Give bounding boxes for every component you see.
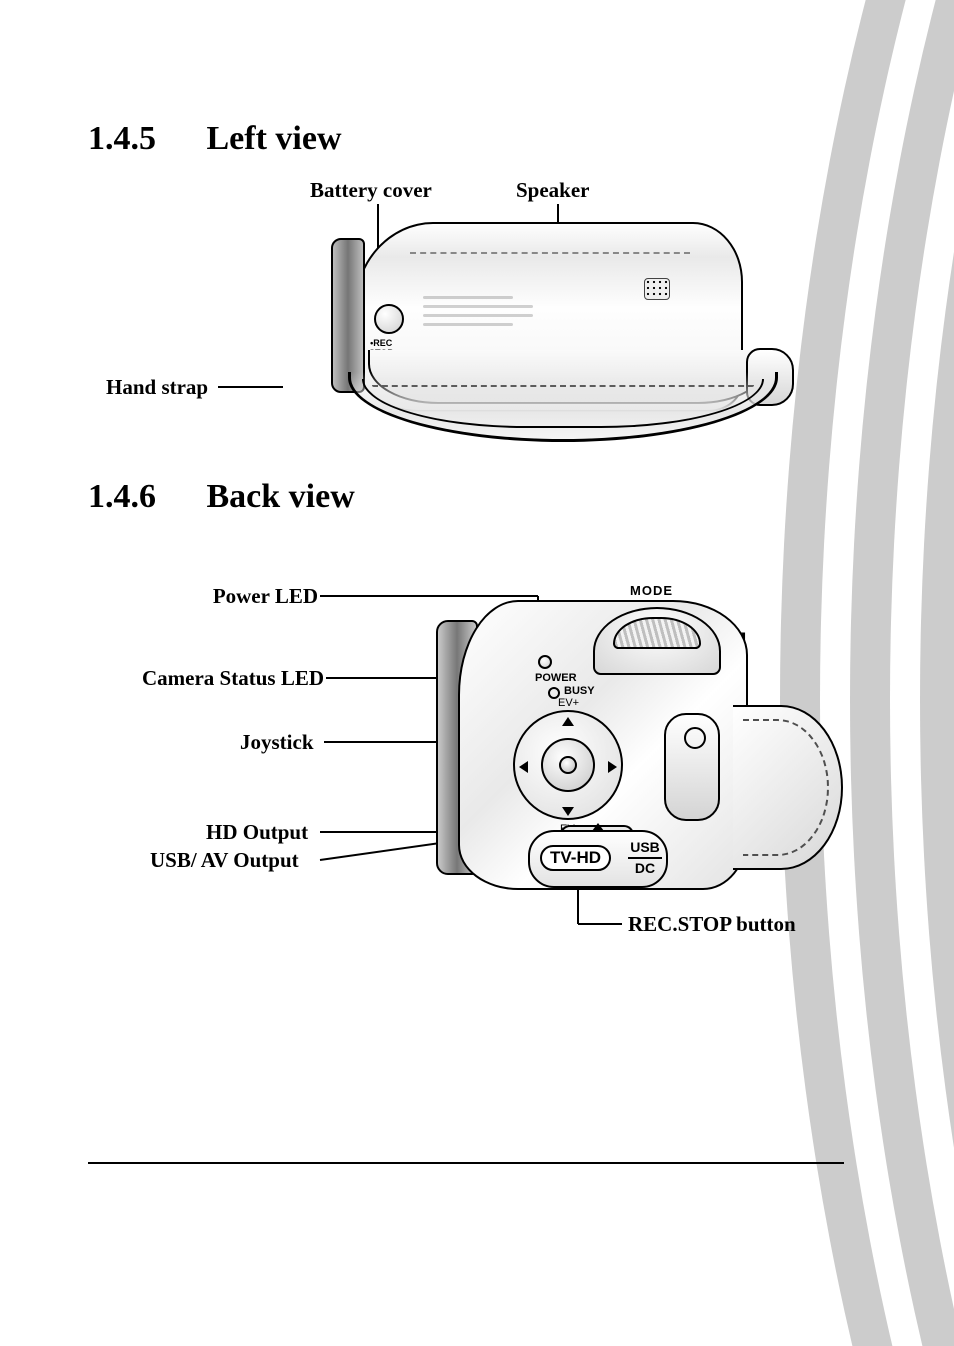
side-grille-lines <box>423 296 538 342</box>
heading-back-view: 1.4.6 Back view <box>88 478 355 516</box>
joystick-ring <box>513 710 623 820</box>
joystick-arrow-down-icon <box>562 807 574 816</box>
power-led-dot <box>538 655 552 669</box>
lcd-hinge <box>331 238 365 393</box>
label-camera-status-led: Camera Status LED <box>134 666 324 691</box>
hand-strap-back <box>733 705 843 870</box>
page-content: 1.4.5 Left view Battery cover Speaker Ha… <box>88 0 858 1346</box>
rec-stop-dot <box>374 304 404 334</box>
hand-strap <box>348 372 778 442</box>
battery-cover-seam <box>410 252 690 254</box>
rec-stop-button <box>664 713 720 821</box>
dc-marking: DC <box>635 860 655 876</box>
heading-title: Back view <box>207 478 355 516</box>
heading-number: 1.4.6 <box>88 478 198 516</box>
mode-marking: MODE <box>630 583 673 598</box>
label-joystick: Joystick <box>240 730 314 755</box>
footer-rule <box>88 1162 844 1164</box>
figure-left-view: •REC STOP <box>248 200 828 450</box>
tv-hd-marking: TV-HD <box>540 845 611 871</box>
speaker-grill <box>644 278 670 300</box>
busy-marking: BUSY <box>564 685 595 697</box>
heading-left-view: 1.4.5 Left view <box>88 120 342 158</box>
joystick-arrow-right-icon <box>608 761 617 773</box>
heading-title: Left view <box>207 120 342 158</box>
figure-back-view: MODE POWER BUSY EV+ EV- TV-HD USB DC <box>348 565 838 945</box>
joystick-arrow-up-icon <box>562 717 574 726</box>
usb-dc-marking: USB DC <box>628 840 662 876</box>
label-usb-av-output: USB/ AV Output <box>150 848 299 873</box>
label-hand-strap: Hand strap <box>106 375 208 400</box>
power-marking: POWER <box>535 672 577 684</box>
label-hd-output: HD Output <box>206 820 308 845</box>
joystick-arrow-left-icon <box>519 761 528 773</box>
heading-number: 1.4.5 <box>88 120 198 158</box>
usb-marking: USB <box>630 839 660 855</box>
label-power-led: Power LED <box>208 584 318 609</box>
ev-plus-marking: EV+ <box>558 697 579 709</box>
